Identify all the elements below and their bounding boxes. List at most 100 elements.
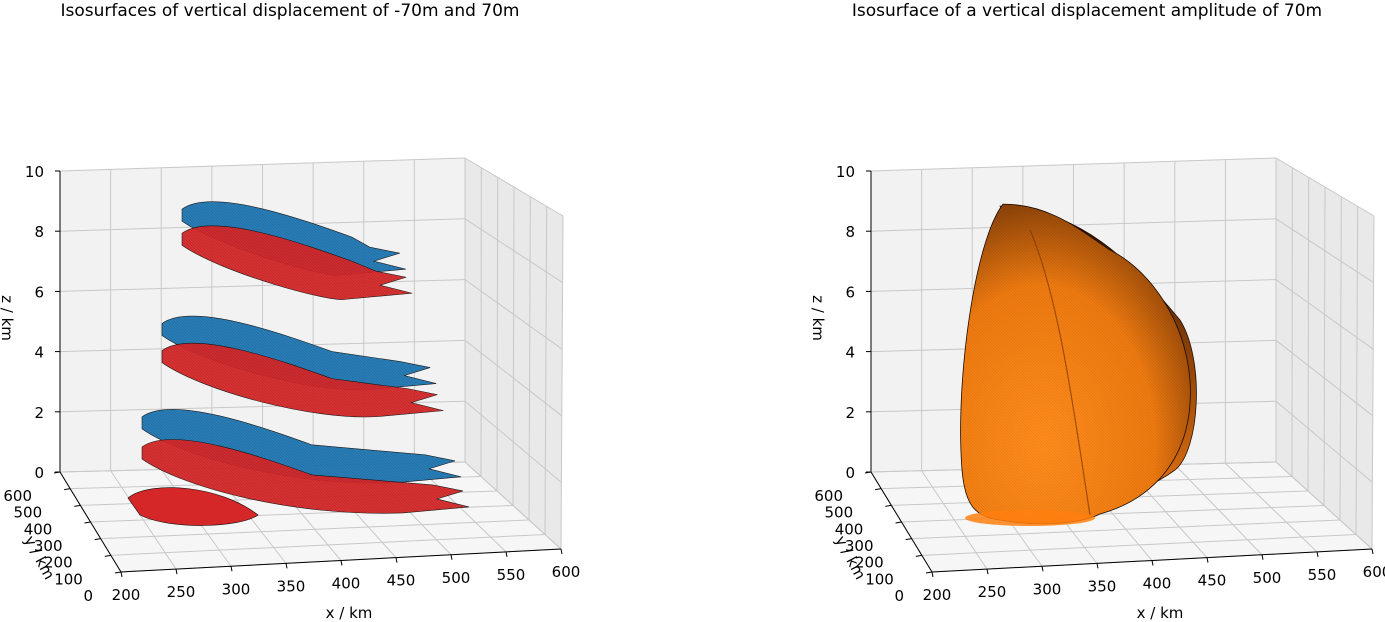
y-tick-label: 100 [865,570,894,588]
z-tick-label: 8 [34,223,44,241]
amplitude-surface-fold [1029,229,1091,516]
x-tick-label: 600 [552,563,581,581]
y-tick [53,471,61,474]
z-tick-label: 0 [845,464,855,482]
y-tick-label: 400 [24,520,53,538]
isosurface-positive-mesh [162,316,437,390]
chart-title: Isosurface of a vertical displacement am… [852,1,1322,21]
y-tick [114,571,122,574]
z-tick-label: 8 [845,223,855,241]
gridline-y-side [496,177,499,492]
x-tick-label: 400 [332,575,361,593]
y-tick [885,504,892,507]
isosurface-negative-mesh [182,225,413,300]
y-tick [864,471,872,474]
x-tick-label: 350 [277,577,306,595]
x-tick-label: 450 [387,572,416,590]
x-axis-label: x / km [326,604,373,622]
right-pane [465,158,563,549]
y-tick [925,571,933,574]
z-tick-label: 4 [34,344,44,362]
y-tick-label: 300 [34,537,63,555]
z-tick-label: 6 [845,283,855,301]
x-tick-label: 450 [1198,572,1227,590]
amplitude-surface-mesh [960,204,1191,524]
y-tick-label: 600 [814,487,843,505]
x-tick [120,571,123,578]
y-tick-label: 100 [54,570,83,588]
gridline-y-side [560,215,564,550]
x-tick [230,566,233,572]
y-tick-label: 200 [44,554,73,572]
y-tick-label: 200 [855,554,884,572]
gridline-y [921,534,1357,556]
x-tick-label: 500 [1253,569,1282,587]
x-tick [450,554,453,560]
x-tick [1041,566,1044,572]
chart-panel-left: Isosurfaces of vertical displacement of … [0,1,580,622]
y-tick [64,488,71,491]
x-tick [285,563,288,569]
z-tick-label: 0 [34,464,44,482]
x-tick [175,569,178,575]
y-tick-label: 0 [83,587,93,605]
gridline-y-side [1355,206,1359,535]
z-tick-label: 6 [34,283,44,301]
x-tick-label: 200 [112,586,141,604]
x-tick [1151,560,1154,566]
z-axis-label: z / km [809,295,827,341]
y-tick-label: 500 [825,504,854,522]
y-tick-label: 600 [3,487,32,505]
y-tick [94,538,101,541]
y-tick [905,538,912,541]
gridline-z [59,279,466,292]
y-tick [875,488,882,491]
chart-panel-right: Isosurface of a vertical displacement am… [809,1,1385,622]
isosurface-negative-mesh [142,439,469,514]
x-tick-label: 350 [1088,577,1117,595]
right-pane [1276,158,1374,549]
x-tick [1206,557,1209,563]
x-tick [931,571,934,578]
x-tick-label: 600 [1363,563,1385,581]
x-tick-label: 400 [1143,575,1172,593]
x-tick [505,551,508,557]
x-tick-label: 250 [167,583,196,601]
gridline-y-side [1339,196,1342,521]
y-tick-label: 500 [14,504,43,522]
x-tick-label: 300 [1033,580,1062,598]
gridline-y-side [1323,186,1326,506]
x-tick [395,557,398,563]
x-tick-label: 550 [1308,566,1337,584]
x-tick [560,548,563,555]
z-tick-label: 4 [845,344,855,362]
y-tick-label: 0 [894,587,904,605]
x-axis-label: x / km [1137,604,1184,622]
gridline-y [911,519,1341,540]
gridline-y-side [1307,177,1310,492]
isosurface-positive-mesh [182,201,406,276]
gridline-z [59,157,466,172]
z-axis-label: z / km [0,295,16,341]
x-tick [986,569,989,575]
y-tick [104,554,111,557]
x-tick-label: 550 [497,566,526,584]
gridline-y [110,534,546,556]
gridline-y-side [1371,215,1375,550]
gridline-y-side [528,196,531,521]
x-tick [1096,563,1099,569]
y-tick-label: 300 [845,537,874,555]
isosurface-positive-mesh [142,409,461,484]
y-tick-label: 400 [835,520,864,538]
y-tick [895,521,902,524]
amplitude-surface-cap [965,510,1095,526]
z-tick-label: 2 [34,404,44,422]
x-tick [1261,554,1264,560]
y-tick [915,554,922,557]
x-tick-label: 250 [978,583,1007,601]
y-tick [74,504,81,507]
x-tick [1316,551,1319,557]
x-tick-label: 300 [222,580,251,598]
y-tick [84,521,91,524]
